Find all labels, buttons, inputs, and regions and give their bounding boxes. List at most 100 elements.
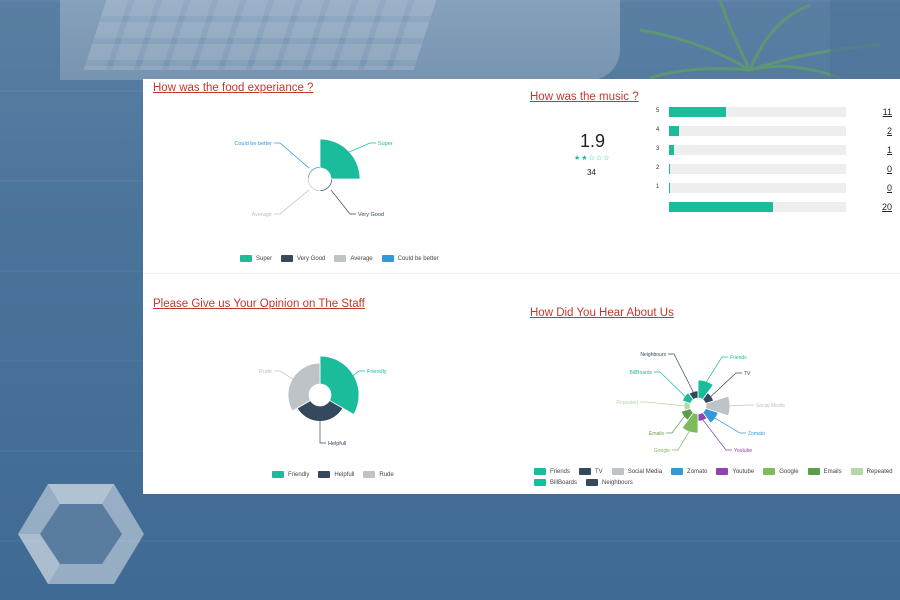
hear-legend-item-emails[interactable]: Emails xyxy=(807,468,842,475)
food-legend-label: Could be better xyxy=(397,255,439,262)
hear-label-neighbours: Neighbours xyxy=(640,352,666,358)
hexagon-logo-icon xyxy=(18,484,144,584)
hear-legend-item-friends[interactable]: Friends xyxy=(534,468,570,475)
hear-legend-item-neighbours[interactable]: Neighbours xyxy=(586,479,633,486)
food-legend-item-very-good[interactable]: Very Good xyxy=(281,255,325,262)
hear-label-zomato: Zomato xyxy=(748,431,765,437)
hear-sector-neighbours[interactable] xyxy=(688,390,699,401)
hear-legend-item-zomato[interactable]: Zomato xyxy=(671,468,707,475)
hear-leader-neighbours xyxy=(668,353,695,394)
hear-label-billboards: BillBoards xyxy=(629,370,652,376)
staff-legend: Friendly Helpfull Rude xyxy=(272,471,394,478)
hear-legend-swatch xyxy=(807,468,820,475)
hear-legend-item-tv[interactable]: TV xyxy=(579,468,603,475)
music-bar-count-link[interactable]: 11 xyxy=(882,107,892,117)
music-bar-count-link[interactable]: 20 xyxy=(881,202,892,212)
food-sector-very-good[interactable] xyxy=(319,178,333,192)
music-bar-count-link[interactable]: 2 xyxy=(886,126,892,136)
hear-label-friends: Friends xyxy=(730,355,747,361)
music-bar-track xyxy=(669,164,846,174)
hear-legend-swatch xyxy=(763,468,776,475)
music-bar-track xyxy=(669,107,846,117)
hear-legend-item-youtube[interactable]: Youtube xyxy=(716,468,754,475)
food-legend-swatch xyxy=(281,255,294,262)
section-divider xyxy=(143,273,900,274)
staff-leader-rude xyxy=(274,370,296,381)
hear-legend-swatch xyxy=(611,468,624,475)
hear-legend-label: TV xyxy=(595,468,603,475)
food-legend-item-average[interactable]: Average xyxy=(334,255,373,262)
hear-legend-item-billboards[interactable]: BillBoards xyxy=(534,479,577,486)
background-keyboard xyxy=(83,0,437,70)
staff-leader-friendly xyxy=(350,370,365,378)
music-bar-count-link[interactable]: 0 xyxy=(886,164,892,174)
hear-leader-repeated xyxy=(640,401,686,407)
food-polar-chart: Super Very Good Average Could be better xyxy=(234,138,393,218)
food-legend-label: Super xyxy=(256,255,273,262)
staff-section-title: Please Give us Your Opinion on The Staff xyxy=(153,298,365,310)
staff-sector-friendly[interactable] xyxy=(319,355,360,416)
hear-label-emails: Emails xyxy=(649,431,665,437)
staff-sector-rude[interactable] xyxy=(287,362,321,412)
food-section-title: How was the food experiance ? xyxy=(153,82,314,94)
music-bar-chart: 5 11 4 2 3 1 2 0 1 0 20 xyxy=(653,107,900,217)
hear-leader-social-media xyxy=(726,404,754,407)
hear-leader-google xyxy=(672,429,691,451)
food-legend-swatch xyxy=(381,255,394,262)
music-bar-row-5: 5 11 xyxy=(653,107,900,117)
staff-legend-item-friendly[interactable]: Friendly xyxy=(272,471,309,478)
background-laptop xyxy=(60,0,620,80)
hear-legend-label: Neighbours xyxy=(602,479,633,486)
music-bar-count-link[interactable]: 0 xyxy=(886,183,892,193)
hear-label-social-media: Social Media xyxy=(756,403,785,409)
hear-legend-item-social-media[interactable]: Social Media xyxy=(611,468,662,475)
staff-label-helpfull: Helpfull xyxy=(328,441,346,447)
music-section-title: How was the music ? xyxy=(530,91,639,103)
star-filled-icon: ★ xyxy=(581,155,589,162)
staff-polar-chart: Friendly Helpfull Rude xyxy=(259,355,387,447)
staff-legend-item-helpfull[interactable]: Helpfull xyxy=(318,471,354,478)
hear-legend-item-google[interactable]: Google xyxy=(763,468,799,475)
staff-legend-label: Friendly xyxy=(288,471,310,478)
star-empty-icon: ☆ xyxy=(588,155,596,162)
food-sector-super[interactable] xyxy=(319,138,361,180)
music-bar-count-link[interactable]: 1 xyxy=(886,145,892,155)
staff-legend-item-rude[interactable]: Rude xyxy=(363,471,394,478)
food-legend-item-could-be-better[interactable]: Could be better xyxy=(381,255,439,262)
hear-leader-zomato xyxy=(713,416,746,434)
music-star-rating: ★★☆☆☆ xyxy=(574,154,610,162)
music-bar-label: 2 xyxy=(656,165,660,171)
food-sector-could-be-better[interactable] xyxy=(307,166,321,180)
food-sector-average[interactable] xyxy=(307,178,321,192)
hear-legend-swatch xyxy=(586,479,599,486)
hear-legend-swatch xyxy=(579,468,592,475)
music-bar-track xyxy=(669,126,846,136)
hear-legend: Friends TV Social Media Zomato Youtube Google… xyxy=(534,468,894,486)
music-bar-fill xyxy=(669,202,774,212)
hear-legend-label: Google xyxy=(779,468,799,475)
food-leader-could-be-better xyxy=(274,142,310,169)
food-leader-very-good xyxy=(330,189,356,215)
hear-leader-youtube xyxy=(701,418,732,451)
hear-leader-tv xyxy=(709,372,742,398)
music-bar-row-total: 20 xyxy=(653,202,900,212)
hear-label-repeated: Repeated xyxy=(616,400,638,406)
hear-section-title: How Did You Hear About Us xyxy=(530,307,674,319)
hear-legend-label: Zomato xyxy=(687,468,708,475)
music-average-value: 1.9 xyxy=(580,131,606,151)
food-legend-label: Average xyxy=(350,255,373,262)
hear-legend-swatch xyxy=(534,468,546,475)
background-plant-icon xyxy=(639,0,900,80)
music-bar-track xyxy=(669,145,846,155)
music-bar-label: 5 xyxy=(656,108,660,114)
food-leader-super xyxy=(345,142,376,154)
staff-legend-swatch xyxy=(318,471,331,478)
hear-legend-swatch xyxy=(671,468,684,475)
staff-label-friendly: Friendly xyxy=(367,369,387,375)
hear-legend-item-repeated[interactable]: Repeated xyxy=(850,468,893,475)
food-legend: Super Very Good Average Could be better xyxy=(240,255,439,262)
food-legend-item-super[interactable]: Super xyxy=(240,255,272,262)
food-label-super: Super xyxy=(378,141,393,147)
